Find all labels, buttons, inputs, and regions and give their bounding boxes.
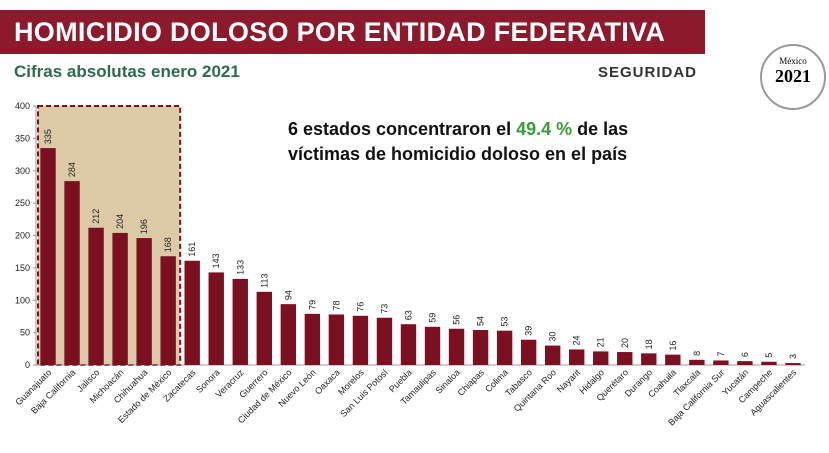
value-label: 73 [379, 304, 389, 314]
title-banner [0, 10, 705, 54]
annotation-text: víctimas de homicidio doloso en el país [288, 144, 628, 164]
bar [544, 345, 561, 365]
bar [232, 278, 248, 365]
value-label: 335 [43, 129, 53, 144]
value-label: 94 [283, 290, 293, 300]
y-tick-label: 250 [15, 198, 30, 208]
bar [40, 148, 56, 365]
bar [280, 304, 297, 365]
value-label: 21 [596, 337, 606, 347]
value-label: 54 [476, 316, 486, 326]
bar [352, 315, 369, 365]
bar [448, 328, 465, 365]
value-label: 196 [139, 219, 149, 234]
annotation-percent: 49.4 % [516, 119, 573, 139]
bar [737, 361, 753, 365]
bar [472, 330, 489, 365]
y-tick-label: 350 [15, 133, 30, 143]
value-label: 6 [740, 352, 750, 357]
value-label: 161 [187, 242, 197, 257]
value-label: 204 [115, 214, 125, 229]
value-label: 30 [548, 332, 558, 342]
bar [424, 326, 441, 365]
value-label: 53 [500, 317, 510, 327]
bar [713, 360, 729, 365]
value-label: 18 [644, 339, 654, 349]
value-label: 8 [692, 351, 702, 356]
bar [496, 330, 513, 365]
bar [520, 339, 537, 365]
highlight-box [37, 105, 182, 366]
value-label: 63 [403, 310, 413, 320]
bar [785, 363, 801, 365]
bar [64, 181, 80, 365]
value-label: 113 [259, 273, 269, 287]
value-label: 7 [716, 351, 726, 356]
value-label: 284 [67, 162, 77, 177]
value-label: 5 [764, 353, 774, 358]
bar [761, 361, 777, 365]
bar [665, 354, 681, 365]
bar [256, 291, 272, 365]
value-label: 168 [163, 237, 173, 252]
chart-subtitle: Cifras absolutas enero 2021 [14, 62, 240, 81]
value-label: 133 [235, 260, 245, 275]
bar [304, 313, 321, 365]
value-label: 76 [355, 302, 365, 312]
y-tick-label: 300 [15, 166, 30, 176]
y-tick-label: 400 [15, 101, 30, 111]
bar [88, 227, 104, 365]
logo-year: 2021 [775, 66, 811, 86]
y-tick-label: 200 [15, 231, 30, 241]
value-label: 24 [572, 335, 582, 345]
value-label: 79 [307, 300, 317, 310]
bar [184, 260, 200, 365]
y-tick-label: 150 [15, 263, 30, 273]
value-label: 56 [452, 315, 462, 325]
value-label: 59 [428, 313, 438, 323]
value-label: 3 [788, 354, 798, 359]
bar [689, 359, 705, 365]
logo-seguridad: SEGURIDAD [598, 64, 698, 81]
bar [160, 256, 176, 365]
bar [400, 324, 417, 365]
bar [208, 272, 224, 365]
annotation-text: de las [577, 119, 629, 139]
bar [136, 238, 152, 365]
chart-title: HOMICIDIO DOLOSO POR ENTIDAD FEDERATIVA [14, 17, 666, 47]
logo-text: México [779, 56, 807, 66]
y-tick-label: 0 [25, 360, 30, 370]
y-tick-label: 50 [20, 328, 30, 338]
annotation-text: 6 estados concentraron el [288, 119, 512, 139]
y-tick-label: 100 [15, 295, 30, 305]
x-tick-label: Chiapas [456, 367, 487, 398]
annotation: 6 estados concentraron el 49.4 % de las víc… [288, 117, 708, 167]
value-label: 212 [91, 209, 101, 224]
bar [112, 232, 128, 365]
bar [328, 314, 345, 365]
value-label: 16 [668, 341, 678, 351]
value-label: 143 [211, 253, 221, 268]
value-label: 78 [331, 300, 341, 310]
value-label: 20 [620, 338, 630, 348]
value-label: 39 [524, 326, 534, 336]
bar [376, 317, 393, 365]
bar [593, 351, 609, 365]
bar [641, 353, 657, 365]
bar [569, 349, 585, 365]
bar [617, 352, 633, 365]
logo-mexico: México 2021 [760, 44, 826, 110]
